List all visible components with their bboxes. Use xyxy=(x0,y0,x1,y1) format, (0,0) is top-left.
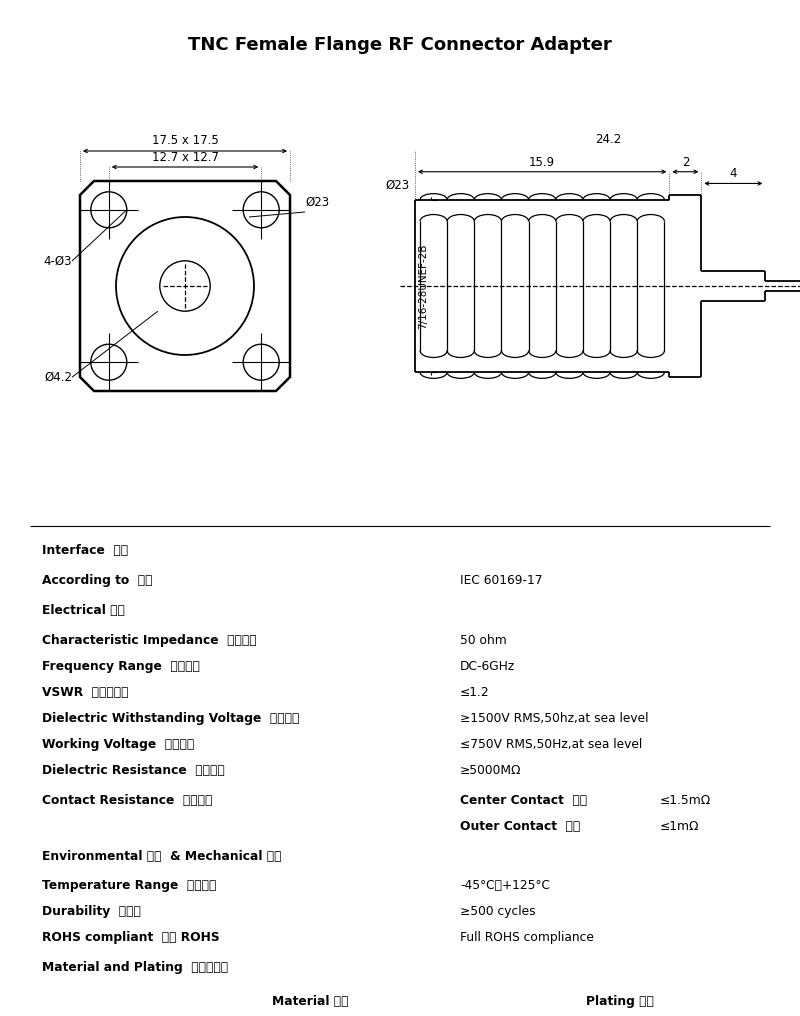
Text: 50 ohm: 50 ohm xyxy=(460,634,506,647)
Text: Durability  耐久性: Durability 耐久性 xyxy=(42,905,141,918)
Text: 4-Ø3: 4-Ø3 xyxy=(43,254,72,267)
Polygon shape xyxy=(80,181,290,391)
Text: 15.9: 15.9 xyxy=(529,155,555,169)
Circle shape xyxy=(91,344,127,380)
Text: ≤1.5mΩ: ≤1.5mΩ xyxy=(660,793,711,807)
Text: Ø23: Ø23 xyxy=(386,179,410,192)
Text: ≥5000MΩ: ≥5000MΩ xyxy=(460,764,522,776)
Text: DC-6GHz: DC-6GHz xyxy=(460,659,515,673)
Text: Interface  界面: Interface 界面 xyxy=(42,544,128,557)
Text: ≥1500V RMS,50hz,at sea level: ≥1500V RMS,50hz,at sea level xyxy=(460,711,649,724)
Text: ≥500 cycles: ≥500 cycles xyxy=(460,905,536,918)
Text: 4: 4 xyxy=(730,168,737,181)
Text: IEC 60169-17: IEC 60169-17 xyxy=(460,574,542,587)
Text: Characteristic Impedance  特性阻抗: Characteristic Impedance 特性阻抗 xyxy=(42,634,257,647)
Circle shape xyxy=(243,344,279,380)
Text: Plating 电镀: Plating 电镀 xyxy=(586,995,654,1008)
Text: Outer Contact  外部: Outer Contact 外部 xyxy=(460,820,580,832)
Text: 12.7 x 12.7: 12.7 x 12.7 xyxy=(151,151,218,164)
Text: -45°C～+125°C: -45°C～+125°C xyxy=(460,880,550,892)
Text: ≤1mΩ: ≤1mΩ xyxy=(660,820,699,832)
Text: Temperature Range  温度范围: Temperature Range 温度范围 xyxy=(42,880,216,892)
Text: Frequency Range  频率范围: Frequency Range 频率范围 xyxy=(42,659,200,673)
Text: VSWR  电压驻波比: VSWR 电压驻波比 xyxy=(42,686,129,699)
Text: Contact Resistance  接触电阻: Contact Resistance 接触电阻 xyxy=(42,793,212,807)
Text: Dielectric Withstanding Voltage  介质耐压: Dielectric Withstanding Voltage 介质耐压 xyxy=(42,711,299,724)
Text: 7/16-28UNEF-2B: 7/16-28UNEF-2B xyxy=(418,243,428,329)
Text: TNC Female Flange RF Connector Adapter: TNC Female Flange RF Connector Adapter xyxy=(188,36,612,54)
Text: Ø4.2: Ø4.2 xyxy=(44,371,72,384)
Text: 2: 2 xyxy=(682,155,689,169)
Text: ≤750V RMS,50Hz,at sea level: ≤750V RMS,50Hz,at sea level xyxy=(460,738,642,751)
Text: Dielectric Resistance  介电常数: Dielectric Resistance 介电常数 xyxy=(42,764,225,776)
Text: ≤1.2: ≤1.2 xyxy=(460,686,490,699)
Text: 17.5 x 17.5: 17.5 x 17.5 xyxy=(152,134,218,147)
Text: Full ROHS compliance: Full ROHS compliance xyxy=(460,932,594,945)
Text: According to  根据: According to 根据 xyxy=(42,574,153,587)
Circle shape xyxy=(91,192,127,228)
Circle shape xyxy=(116,217,254,355)
Text: ROHS compliant  符合 ROHS: ROHS compliant 符合 ROHS xyxy=(42,932,220,945)
Circle shape xyxy=(243,192,279,228)
Text: Working Voltage  工作电压: Working Voltage 工作电压 xyxy=(42,738,194,751)
Text: Environmental 环境  & Mechanical 机械: Environmental 环境 & Mechanical 机械 xyxy=(42,849,282,863)
Text: Material 材料: Material 材料 xyxy=(272,995,348,1008)
Text: Electrical 电气: Electrical 电气 xyxy=(42,604,125,617)
Circle shape xyxy=(160,261,210,311)
Text: Ø23: Ø23 xyxy=(305,196,329,209)
Text: 24.2: 24.2 xyxy=(595,133,622,145)
Text: Center Contact  中心: Center Contact 中心 xyxy=(460,793,587,807)
Text: Material and Plating  材料及涂镀: Material and Plating 材料及涂镀 xyxy=(42,961,228,974)
